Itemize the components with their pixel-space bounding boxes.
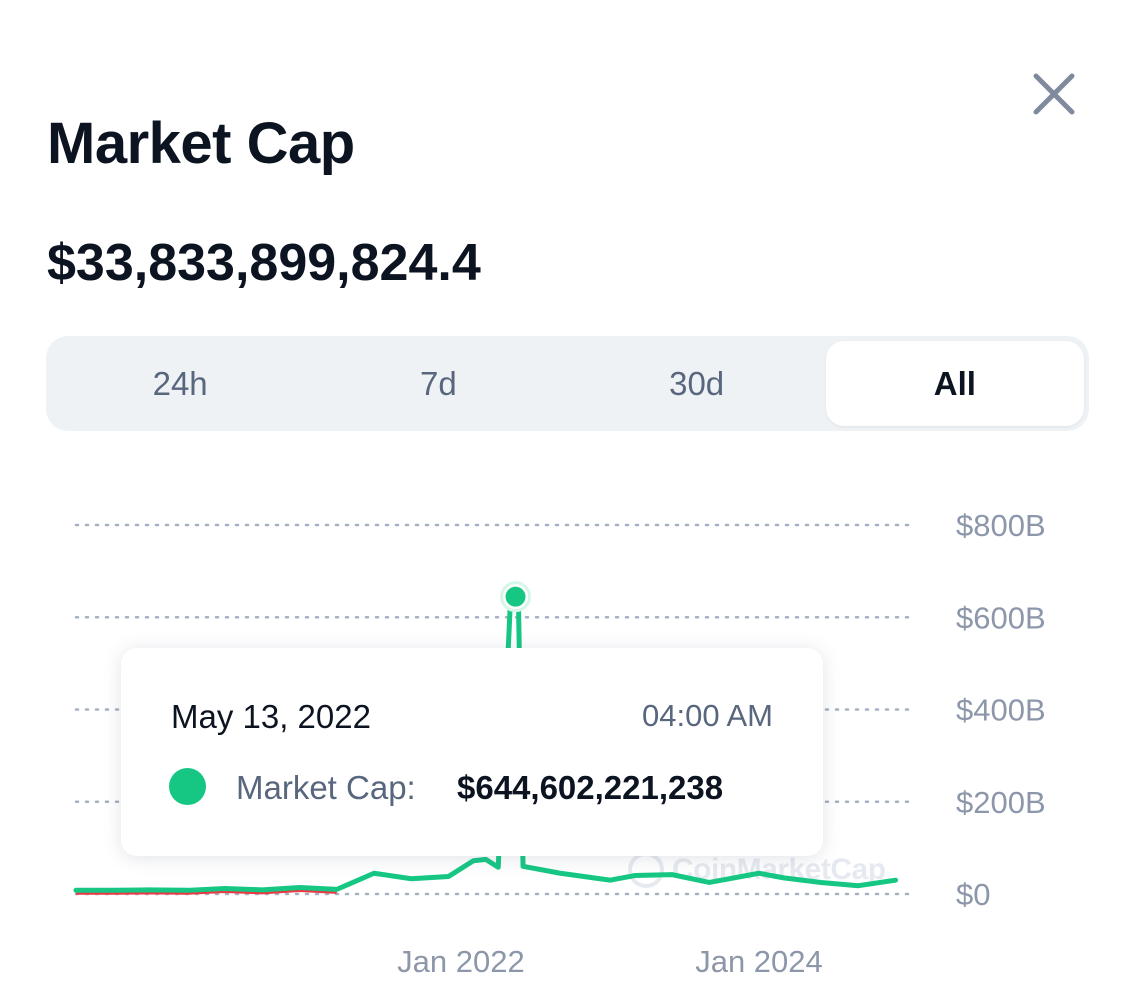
close-button[interactable]	[1028, 68, 1080, 120]
market-cap-chart[interactable]: $0 $200B $400B $600B $800B Jan 2022 Jan 2024	[0, 460, 1143, 1000]
highlight-point	[505, 586, 526, 607]
tab-30d[interactable]: 30d	[669, 364, 725, 402]
tooltip-date: May 13, 2022	[171, 698, 371, 735]
y-tick-label: $600B	[956, 600, 1046, 635]
market-cap-value: $33,833,899,824.4	[47, 234, 481, 292]
x-tick-label: Jan 2022	[397, 944, 525, 979]
y-tick-label: $0	[956, 877, 990, 912]
x-tick-label: Jan 2024	[695, 944, 823, 979]
tab-all[interactable]: All	[825, 341, 1084, 426]
tooltip-label: Market Cap:	[236, 769, 416, 806]
y-tick-label: $200B	[956, 785, 1046, 820]
tooltip-time: 04:00 AM	[642, 698, 773, 733]
tab-24h[interactable]: 24h	[152, 364, 208, 402]
close-icon	[1033, 73, 1075, 115]
tooltip-series-dot	[169, 768, 206, 805]
page-title: Market Cap	[47, 111, 355, 176]
time-range-tabs: 24h 7d 30d All	[46, 336, 1089, 431]
tooltip-value: $644,602,221,238	[457, 769, 724, 806]
y-tick-label: $800B	[956, 508, 1046, 543]
tab-7d[interactable]: 7d	[420, 364, 457, 402]
y-tick-label: $400B	[956, 693, 1046, 728]
chart-tooltip: May 13, 2022 04:00 AM Market Cap: $644,6…	[121, 648, 823, 856]
series-line-down	[76, 889, 337, 895]
series-line	[73, 594, 899, 893]
